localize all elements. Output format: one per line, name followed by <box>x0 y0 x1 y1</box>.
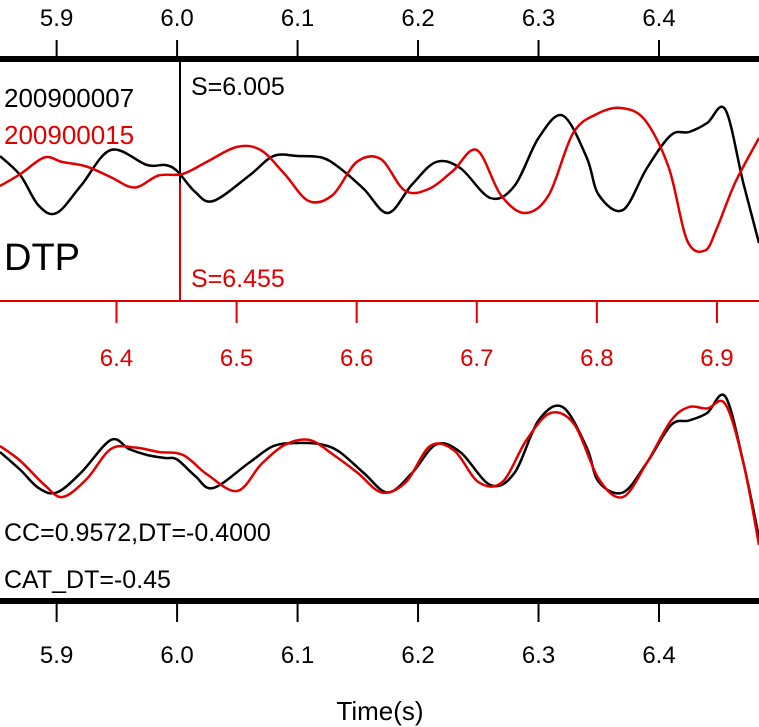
pick-label-red: S=6.455 <box>191 265 285 293</box>
bottom-tick-label-6.0: 6.0 <box>160 642 193 669</box>
bottom-tick-label-6.1: 6.1 <box>281 642 314 669</box>
top-tick-label-6.4: 6.4 <box>642 5 675 32</box>
top-tick-label-6.3: 6.3 <box>522 5 555 32</box>
top-tick-label-6.2: 6.2 <box>401 5 434 32</box>
top-trace-black <box>0 105 759 244</box>
red-tick-label-6.9: 6.9 <box>700 345 733 372</box>
legend-black: 200900007 <box>4 83 134 113</box>
red-tick-label-6.4: 6.4 <box>100 345 133 372</box>
red-tick-label-6.5: 6.5 <box>220 345 253 372</box>
legend-red: 200900015 <box>4 120 134 150</box>
top-tick-label-5.9: 5.9 <box>40 5 73 32</box>
cc-annotation: CC=0.9572,DT=-0.4000 <box>4 519 271 547</box>
station-label: DTP <box>4 237 80 279</box>
top-trace-red <box>0 106 759 253</box>
bottom-trace-red <box>0 399 759 546</box>
bottom-tick-label-5.9: 5.9 <box>40 642 73 669</box>
red-tick-label-6.6: 6.6 <box>340 345 373 372</box>
cat-dt-annotation: CAT_DT=-0.45 <box>4 566 171 594</box>
bottom-tick-label-6.3: 6.3 <box>522 642 555 669</box>
red-tick-label-6.7: 6.7 <box>460 345 493 372</box>
pick-label-black: S=6.005 <box>191 73 285 101</box>
bottom-tick-label-6.2: 6.2 <box>401 642 434 669</box>
red-tick-label-6.8: 6.8 <box>580 345 613 372</box>
x-axis-label: Time(s) <box>336 696 423 726</box>
top-tick-label-6.0: 6.0 <box>160 5 193 32</box>
bottom-tick-label-6.4: 6.4 <box>642 642 675 669</box>
top-tick-label-6.1: 6.1 <box>281 5 314 32</box>
